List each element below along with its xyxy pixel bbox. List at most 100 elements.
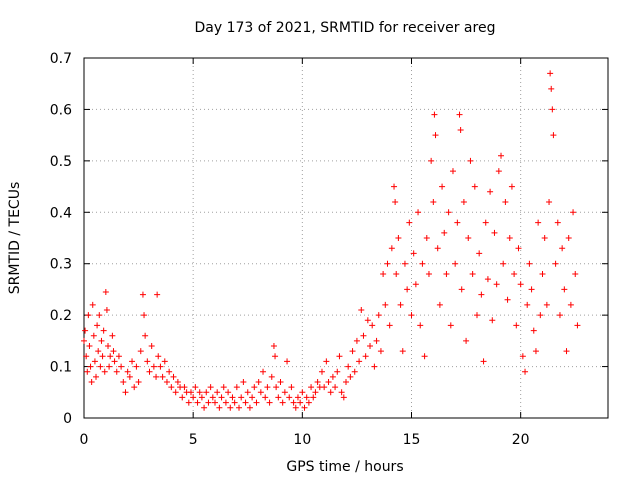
y-tick-label: 0.6 <box>50 102 72 118</box>
data-point <box>159 373 166 380</box>
data-point <box>340 394 347 401</box>
data-point <box>478 291 485 298</box>
data-point <box>537 312 544 319</box>
data-point <box>194 399 201 406</box>
data-point <box>417 322 424 329</box>
data-point <box>257 389 264 396</box>
data-point <box>500 260 507 267</box>
data-point <box>174 379 181 385</box>
data-point <box>434 245 441 252</box>
y-tick-label: 0.4 <box>50 205 72 221</box>
data-point <box>563 348 570 355</box>
y-tick-labels: 0 0.1 0.2 0.3 0.4 0.5 0.6 0.7 <box>50 51 72 427</box>
data-point <box>408 312 415 319</box>
data-point <box>305 399 312 406</box>
data-point <box>96 312 103 319</box>
data-point <box>238 394 245 401</box>
data-point <box>343 379 349 385</box>
data-point <box>179 394 186 401</box>
data-point <box>262 394 269 401</box>
data-point <box>469 271 476 277</box>
data-point <box>187 389 194 396</box>
data-point <box>216 404 223 411</box>
data-point <box>504 296 511 303</box>
y-axis-label: SRMTID / TECUs <box>7 182 23 295</box>
data-point <box>190 394 197 401</box>
data-point <box>362 353 369 360</box>
data-point <box>574 322 581 329</box>
data-point <box>266 399 273 406</box>
data-point <box>118 363 125 370</box>
data-point <box>115 353 122 360</box>
data-point <box>297 399 304 406</box>
data-point <box>275 394 282 401</box>
data-point <box>170 373 177 380</box>
data-point <box>397 301 404 308</box>
data-point <box>484 276 491 283</box>
data-point <box>244 389 251 396</box>
data-point <box>432 132 439 139</box>
grid-lines <box>84 58 608 418</box>
axis-ticks <box>83 57 608 419</box>
data-point <box>279 399 286 406</box>
data-point <box>218 394 225 401</box>
data-point <box>443 271 450 277</box>
data-point <box>498 152 505 159</box>
y-tick-label: 0.3 <box>50 257 72 273</box>
data-point <box>107 353 114 360</box>
data-point <box>547 70 554 77</box>
data-point <box>185 399 192 406</box>
data-point <box>103 307 110 313</box>
data-point <box>371 363 378 370</box>
data-point <box>209 394 216 401</box>
data-point <box>360 332 367 339</box>
data-point <box>113 368 120 375</box>
data-point <box>493 281 500 288</box>
data-point <box>124 368 131 375</box>
data-point <box>95 348 102 355</box>
data-point <box>150 363 157 370</box>
data-point <box>292 404 299 411</box>
data-point <box>126 373 133 380</box>
data-point <box>380 271 387 277</box>
data-point <box>526 260 533 267</box>
data-point <box>441 229 448 236</box>
data-point <box>491 229 498 236</box>
data-point <box>530 327 537 334</box>
data-point <box>386 322 393 329</box>
data-point <box>334 368 341 375</box>
data-point <box>246 404 253 411</box>
data-point <box>172 389 179 396</box>
data-point <box>87 363 94 370</box>
data-point <box>565 235 572 241</box>
data-point <box>163 379 170 385</box>
data-point <box>93 373 100 380</box>
data-point <box>347 373 354 380</box>
data-point <box>423 235 430 241</box>
data-point <box>281 389 288 396</box>
data-point <box>100 327 107 334</box>
data-point <box>572 271 579 277</box>
data-point <box>452 260 459 267</box>
x-axis-label: GPS time / hours <box>286 459 403 475</box>
data-point <box>227 404 234 411</box>
data-point <box>482 219 489 226</box>
data-point <box>225 389 232 396</box>
data-point <box>84 368 91 375</box>
data-point <box>329 373 336 380</box>
data-point <box>506 235 513 241</box>
data-point <box>364 317 371 324</box>
data-point <box>286 394 293 401</box>
data-point <box>410 250 417 257</box>
data-point <box>290 399 297 406</box>
data-point <box>431 111 438 118</box>
data-point <box>242 399 249 406</box>
x-tick-label: 20 <box>512 432 530 448</box>
y-tick-label: 0 <box>63 411 72 427</box>
data-point <box>570 209 577 216</box>
data-points <box>81 70 581 411</box>
data-point <box>105 343 112 349</box>
data-point <box>109 332 116 339</box>
y-tick-label: 0.1 <box>50 360 72 376</box>
data-point <box>388 245 395 252</box>
